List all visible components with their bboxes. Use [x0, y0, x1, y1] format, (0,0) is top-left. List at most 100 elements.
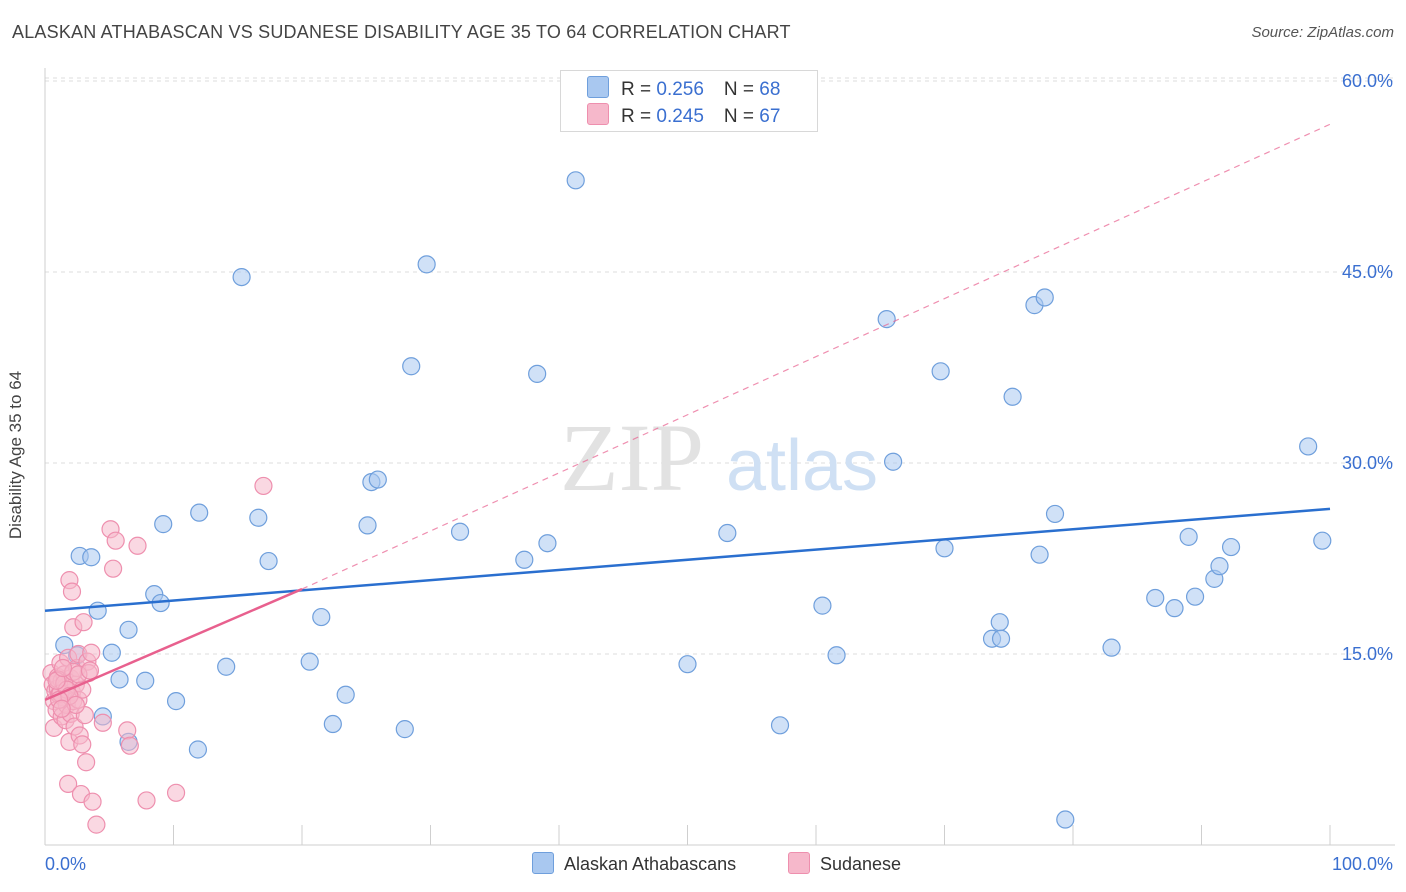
watermark-atlas: atlas	[726, 426, 878, 506]
point-athabascan	[678, 655, 697, 674]
n-value: 68	[759, 79, 781, 100]
trend-extension-sudanese	[301, 123, 1331, 590]
point-athabascan	[188, 740, 208, 759]
chart-title: ALASKAN ATHABASCAN VS SUDANESE DISABILIT…	[12, 22, 791, 42]
point-athabascan	[154, 515, 173, 534]
point-athabascan	[450, 522, 470, 541]
legend-item-athabascan[interactable]: Alaskan Athabascans	[532, 852, 736, 875]
trend-layer	[44, 123, 1331, 701]
point-sudanese	[137, 791, 156, 810]
x-tick-label: 0.0%	[45, 854, 86, 874]
y-axis-label: Disability Age 35 to 64	[6, 370, 25, 540]
legend-label: Sudanese	[820, 854, 902, 874]
y-tick-label: 45.0%	[1342, 262, 1393, 282]
watermark: ZIP atlas	[560, 404, 878, 511]
stats-row-sudanese: R = 0.245 N = 67	[587, 103, 780, 127]
y-tick-label: 60.0%	[1342, 71, 1393, 91]
point-sudanese	[77, 753, 96, 772]
point-athabascan	[336, 685, 355, 704]
point-athabascan	[136, 671, 155, 690]
point-athabascan	[1056, 810, 1075, 829]
point-athabascan	[88, 601, 107, 620]
point-sudanese	[128, 536, 147, 555]
trend-line-athabascan	[44, 507, 1331, 612]
point-athabascan	[368, 470, 387, 489]
point-athabascan	[249, 508, 268, 527]
pink-swatch	[587, 103, 609, 125]
point-athabascan	[1045, 504, 1065, 524]
point-athabascan	[990, 613, 1009, 632]
stats-legend: R = 0.256 N = 68 R = 0.245 N = 67	[560, 70, 818, 132]
point-athabascan	[323, 714, 342, 734]
point-athabascan	[110, 670, 129, 689]
point-athabascan	[259, 551, 278, 571]
point-sudanese	[59, 774, 78, 793]
r-label: R =	[621, 79, 657, 100]
r-value: 0.256	[656, 79, 704, 100]
y-tick-label: 15.0%	[1342, 644, 1393, 664]
point-sudanese	[254, 476, 273, 496]
point-athabascan	[395, 720, 414, 739]
point-athabascan	[528, 364, 547, 383]
y-tick-label: 30.0%	[1342, 453, 1393, 473]
point-athabascan	[300, 652, 319, 671]
point-athabascan	[827, 646, 846, 665]
point-athabascan	[358, 516, 377, 535]
point-athabascan	[935, 539, 954, 558]
pink-swatch	[788, 852, 810, 874]
n-label: N =	[723, 79, 760, 100]
point-athabascan	[1299, 437, 1318, 456]
point-sudanese	[80, 661, 100, 680]
n-label: N =	[723, 106, 760, 127]
point-athabascan	[1003, 387, 1022, 406]
stats-row-athabascan: R = 0.256 N = 68	[587, 76, 780, 100]
grid-layer	[45, 77, 1395, 655]
points-layer	[42, 171, 1332, 834]
point-athabascan	[232, 267, 251, 287]
r-value: 0.245	[656, 106, 704, 127]
point-athabascan	[877, 310, 896, 329]
point-sudanese	[166, 783, 186, 802]
point-sudanese	[106, 531, 125, 550]
point-athabascan	[931, 362, 950, 381]
point-athabascan	[417, 255, 436, 274]
trend-line-sudanese	[44, 587, 303, 701]
point-athabascan	[1165, 599, 1184, 618]
point-athabascan	[217, 657, 236, 676]
point-athabascan	[538, 534, 557, 553]
point-sudanese	[73, 735, 92, 754]
blue-swatch	[532, 852, 554, 874]
point-sudanese	[104, 559, 123, 578]
point-athabascan	[1221, 537, 1241, 557]
point-sudanese	[53, 658, 73, 678]
point-sudanese	[82, 643, 101, 662]
point-athabascan	[718, 523, 737, 543]
point-athabascan	[190, 503, 209, 522]
point-sudanese	[93, 713, 112, 732]
legend-item-sudanese[interactable]: Sudanese	[788, 852, 901, 875]
point-athabascan	[102, 643, 121, 662]
point-athabascan	[119, 620, 138, 639]
tick-labels-layer: 15.0% 30.0% 45.0% 60.0% 0.0% 100.0%	[45, 71, 1393, 874]
point-athabascan	[1313, 531, 1332, 550]
point-sudanese	[120, 736, 139, 755]
point-athabascan	[991, 629, 1011, 648]
point-athabascan	[82, 548, 101, 567]
r-label: R =	[621, 106, 657, 127]
axes-layer	[44, 68, 1395, 846]
point-athabascan	[770, 716, 790, 735]
point-athabascan	[1146, 588, 1165, 608]
x-tick-label: 100.0%	[1332, 854, 1393, 874]
watermark-zip: ZIP	[560, 404, 704, 511]
point-athabascan	[312, 607, 331, 627]
source-label: Source: ZipAtlas.com	[1251, 24, 1394, 41]
point-athabascan	[1210, 557, 1229, 576]
point-athabascan	[883, 452, 903, 471]
point-athabascan	[813, 596, 832, 615]
point-athabascan	[1185, 587, 1205, 606]
point-sudanese	[62, 582, 82, 601]
point-sudanese	[118, 721, 137, 740]
point-athabascan	[402, 357, 421, 376]
n-value: 67	[759, 106, 781, 127]
